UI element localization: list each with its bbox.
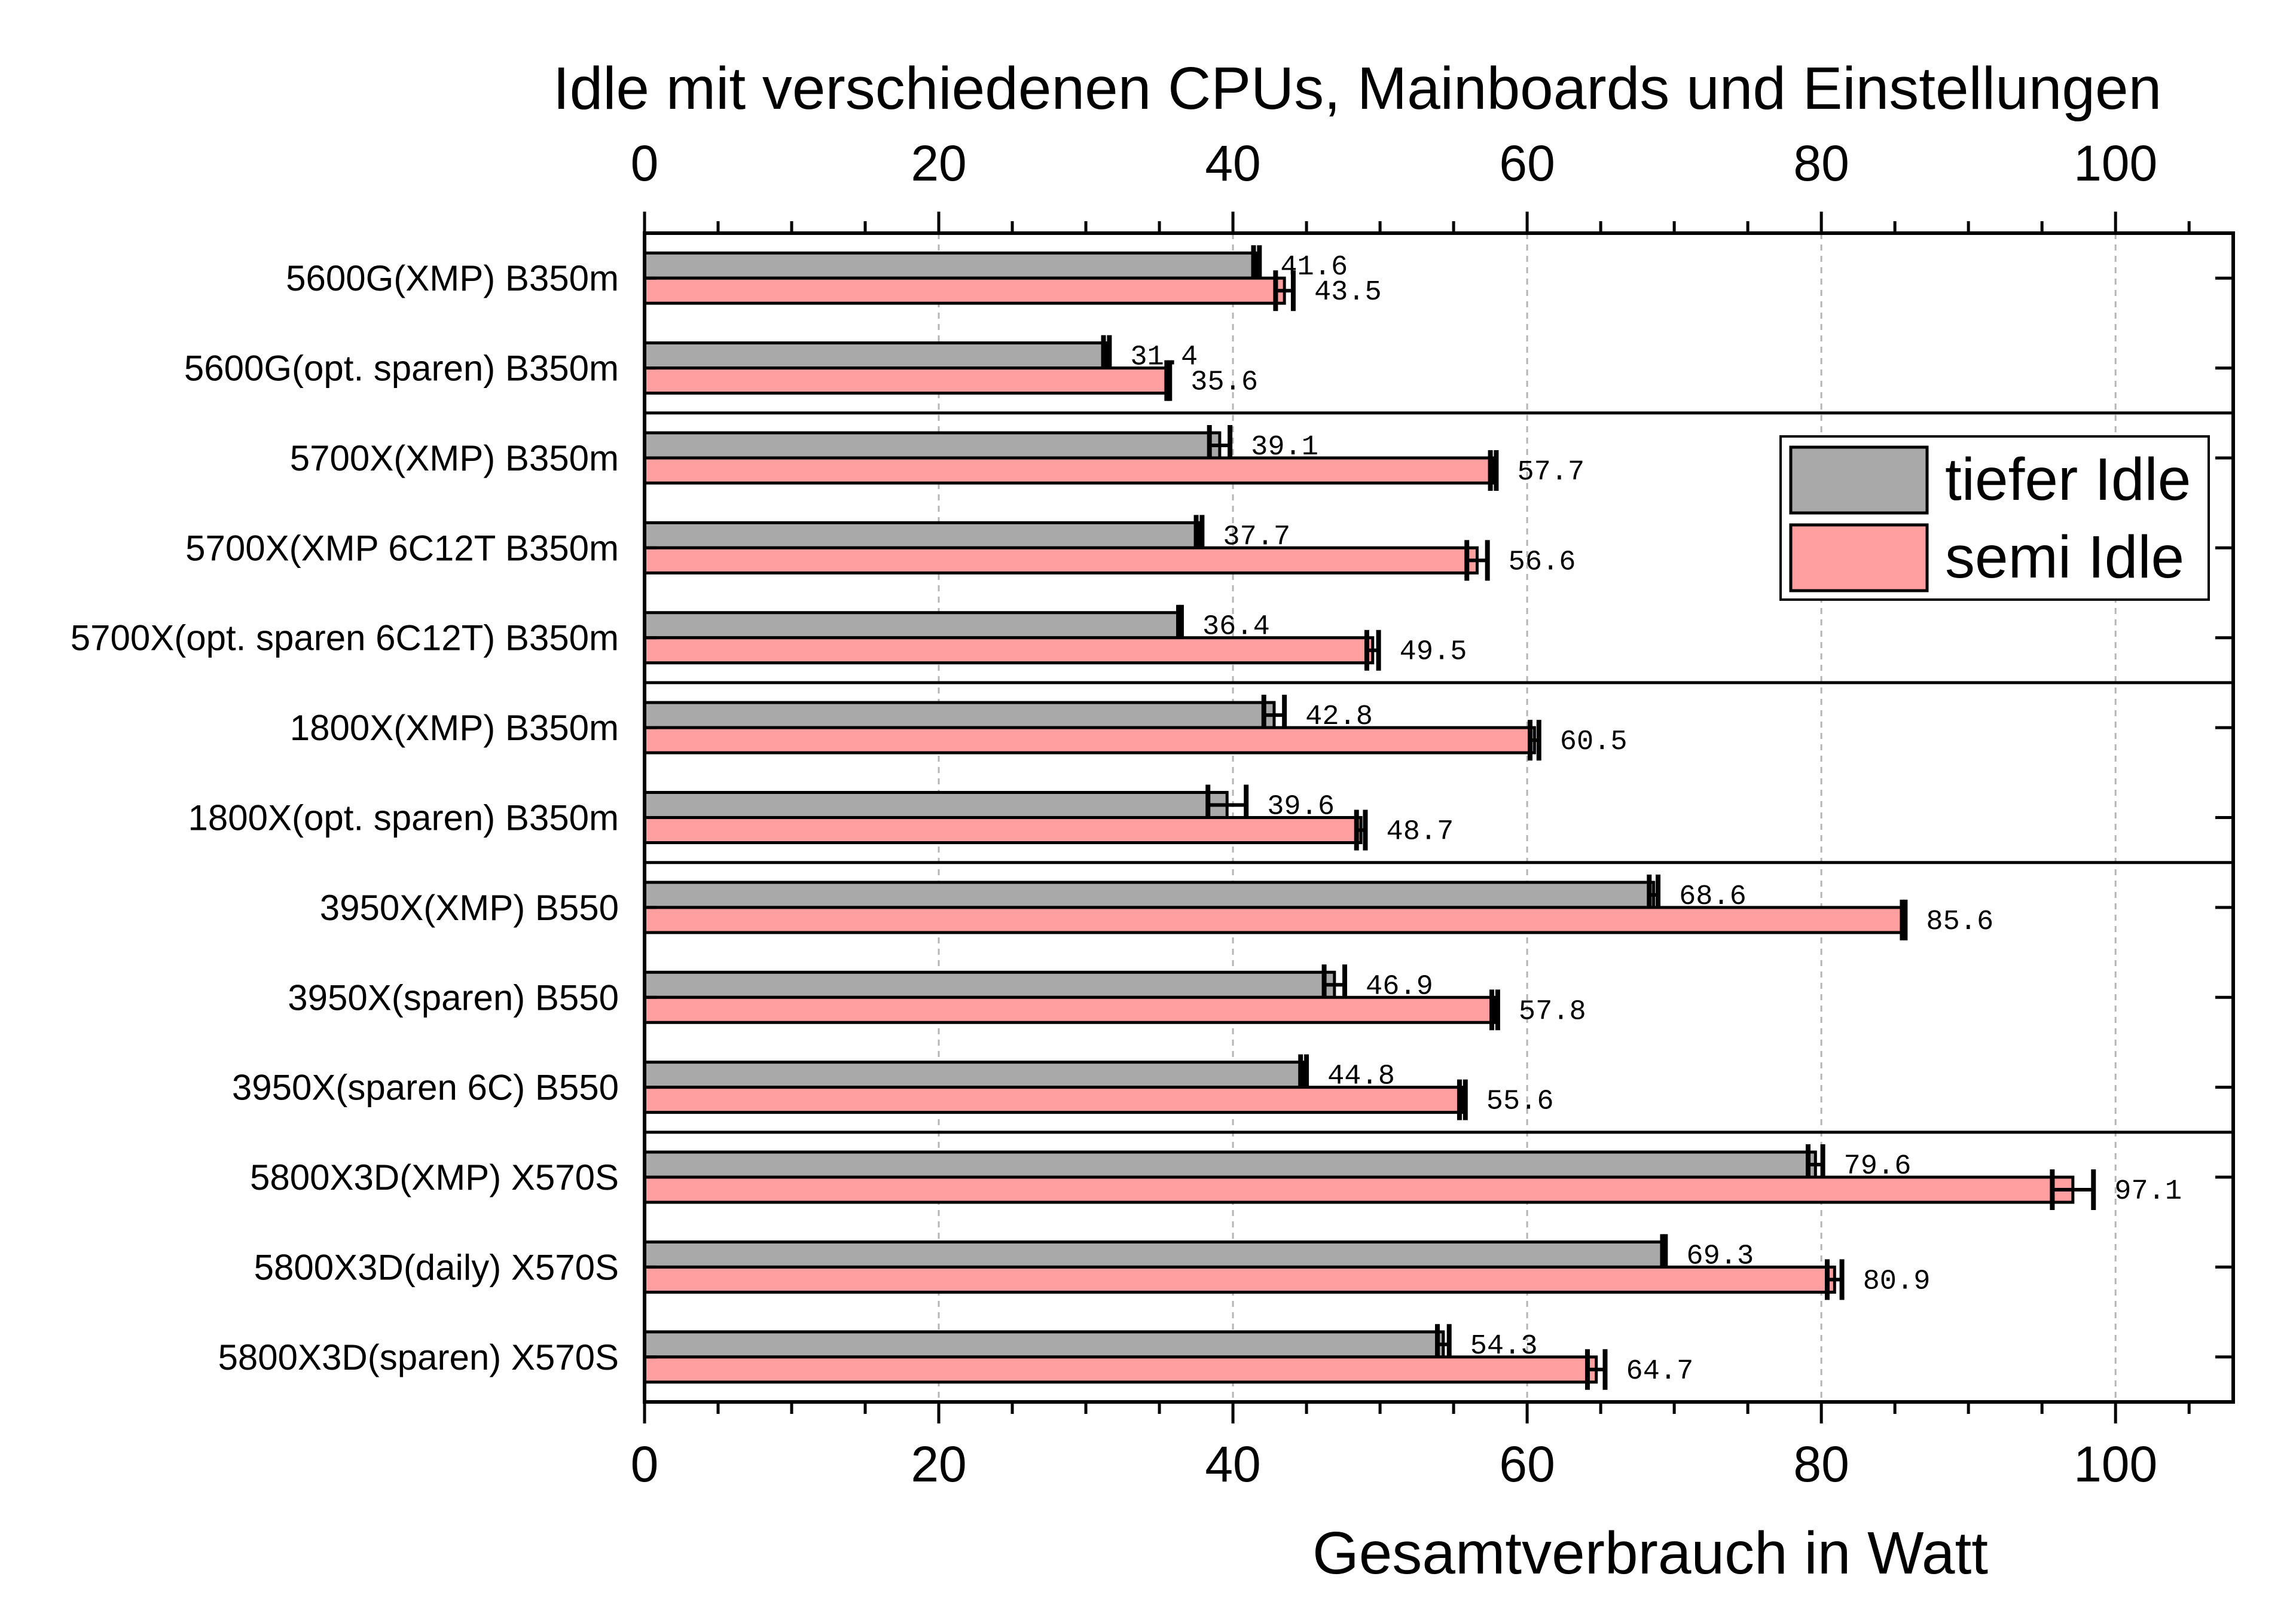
data-label: 56.6 [1509,546,1576,578]
x-tick-label-bottom: 60 [1499,1436,1555,1492]
legend-label: tiefer Idle [1945,446,2191,513]
bar-tiefer-idle [643,701,1276,729]
data-label: 60.5 [1560,726,1628,758]
bar-semi-idle [643,816,1363,844]
bar-tiefer-idle [643,1061,1305,1089]
data-label: 31.4 [1130,342,1198,374]
bar-semi-idle [643,726,1536,754]
data-label: 49.5 [1400,637,1467,668]
data-label: 85.6 [1926,906,1993,938]
bar-tiefer-idle [643,970,1336,999]
x-tick-label-bottom: 100 [2074,1436,2157,1492]
data-label: 57.8 [1519,996,1586,1028]
bar-semi-idle [643,366,1170,395]
bar-tiefer-idle [643,881,1656,909]
category-label: 5800X3D(XMP) X570S [250,1157,619,1197]
category-label: 5700X(XMP) B350m [290,438,619,478]
bar-tiefer-idle [643,431,1222,460]
data-label: 37.7 [1223,521,1290,553]
x-tick-label-top: 0 [631,135,659,191]
x-tick-label-top: 100 [2074,135,2157,191]
data-label: 36.4 [1202,612,1270,643]
bar-semi-idle [643,1265,1836,1294]
bars [643,245,2096,1390]
category-label: 1800X(opt. sparen) B350m [188,798,619,838]
data-label: 42.8 [1305,701,1373,733]
data-label: 35.6 [1190,367,1258,399]
data-label: 43.5 [1314,277,1382,308]
bar-semi-idle [643,1175,2075,1204]
data-label: 55.6 [1486,1086,1554,1118]
data-label: 48.7 [1386,817,1454,848]
bar-tiefer-idle [643,521,1201,549]
data-label: 68.6 [1679,881,1747,913]
chart-title: Idle mit verschiedenen CPUs, Mainboards … [553,55,2161,122]
bar-semi-idle [643,276,1286,305]
category-label: 3950X(XMP) B550 [320,888,619,928]
bar-tiefer-idle [643,791,1229,819]
category-label: 5800X3D(daily) X570S [254,1247,619,1287]
data-label: 46.9 [1366,971,1433,1003]
data-label: 41.6 [1280,252,1348,283]
x-tick-label-top: 60 [1499,135,1555,191]
data-label: 44.8 [1327,1061,1395,1093]
x-tick-label-bottom: 80 [1793,1436,1849,1492]
bar-semi-idle [643,546,1479,575]
data-label: 97.1 [2114,1176,2182,1208]
category-label: 3950X(sparen 6C) B550 [232,1068,619,1108]
category-label: 5700X(XMP 6C12T B350m [185,528,619,568]
bar-tiefer-idle [643,251,1258,280]
data-label: 64.7 [1626,1356,1694,1388]
data-label: 54.3 [1470,1331,1538,1362]
bar-tiefer-idle [643,611,1182,640]
category-label: 5700X(opt. sparen 6C12T) B350m [71,618,619,658]
category-label: 5600G(opt. sparen) B350m [184,349,619,389]
labels: 41.643.5 5600G(XMP) B350m 31.435.6 5600G(op… [71,135,2182,1492]
data-label: 80.9 [1863,1266,1931,1297]
category-label: 5800X3D(sparen) X570S [218,1337,619,1377]
axis-ticks [643,212,2233,1423]
bar-semi-idle [643,1355,1598,1384]
x-axis-label: Gesamtverbrauch in Watt [1312,1520,1988,1587]
bar-tiefer-idle [643,1150,1817,1179]
bar-semi-idle [643,636,1375,665]
legend-swatch-tiefer-idle [1789,445,1929,515]
data-label: 79.6 [1844,1151,1912,1183]
category-label: 3950X(sparen) B550 [288,977,619,1018]
data-label: 39.6 [1267,792,1335,823]
x-tick-label-top: 20 [911,135,966,191]
x-tick-label-bottom: 40 [1205,1436,1260,1492]
x-tick-label-bottom: 20 [911,1436,966,1492]
x-tick-label-top: 40 [1205,135,1260,191]
data-label: 57.7 [1517,457,1584,488]
bar-tiefer-idle [643,341,1108,370]
bar-semi-idle [643,456,1495,485]
data-label: 39.1 [1251,432,1318,463]
category-label: 5600G(XMP) B350m [286,258,619,298]
x-tick-label-bottom: 0 [631,1436,659,1492]
data-label: 69.3 [1686,1241,1754,1272]
legend: tiefer Idle semi Idle [1779,435,2210,601]
bar-tiefer-idle [643,1240,1666,1269]
category-label: 1800X(XMP) B350m [290,708,619,748]
legend-swatch-semi-idle [1789,523,1929,592]
bar-tiefer-idle [643,1330,1445,1359]
legend-label: semi Idle [1945,524,2184,591]
x-tick-label-top: 80 [1793,135,1849,191]
